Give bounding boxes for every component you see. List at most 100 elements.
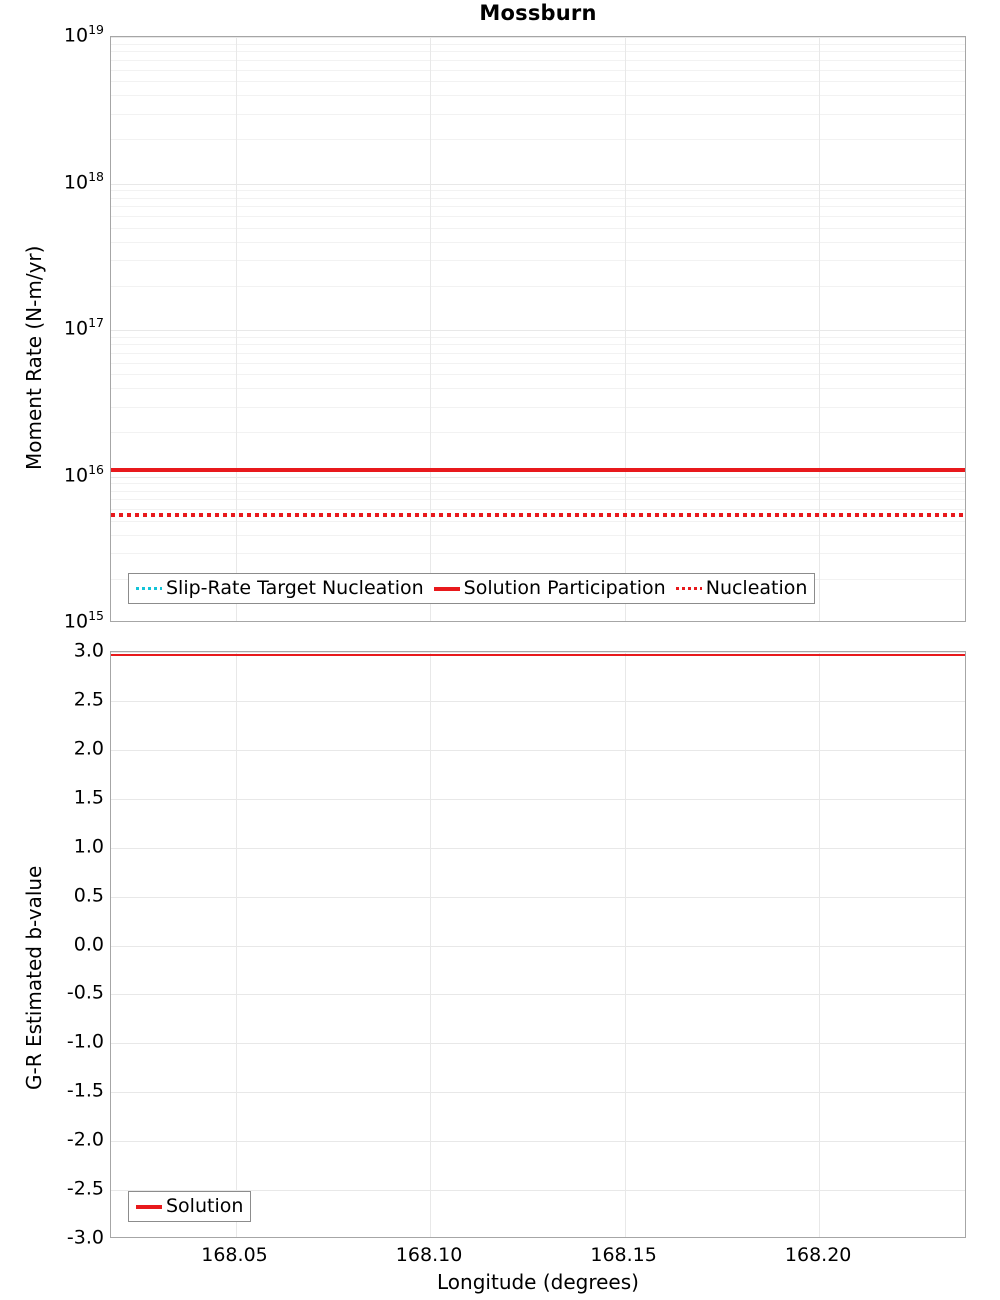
grid-line-major [111,700,965,702]
grid-line-major [111,37,965,38]
x-axis-label: Longitude (degrees) [437,1270,639,1294]
series-line-nucleation [111,512,965,517]
grid-line-minor [111,509,965,510]
series-line-solution [111,653,965,656]
grid-line-minor [111,285,965,287]
grid-line-major [111,749,965,751]
data-lines-top [111,37,965,621]
grid-line-major [111,1141,965,1143]
grid-line-major [111,330,965,331]
grid-line-major [111,183,965,185]
legend-label: Nucleation [705,577,808,599]
grid-line-minor [111,197,965,199]
series-line-slip-rate-target-nucleation [111,512,965,517]
grid-line-minor [111,190,965,192]
grid-line-minor [111,69,965,71]
y-tick-label: 1019 [63,22,104,47]
grid-line-vertical [624,37,626,621]
legend-entry[interactable]: Slip-Rate Target Nucleation [136,578,424,599]
legend-swatch-icon [136,1204,162,1209]
y-tick-label: 1015 [63,608,104,633]
grid-line-minor [111,139,965,141]
grid-line-minor [111,336,965,338]
grid-line-minor [111,51,965,53]
legend-entry[interactable]: Nucleation [675,577,808,599]
grid-line-minor [111,490,965,492]
legend-label: Solution [166,1195,244,1217]
legend-b-value[interactable]: Solution [128,1191,252,1222]
legend-swatch-icon [136,587,162,590]
y-axis-label-top: Moment Rate (N-m/yr) [22,245,46,470]
grid-line-minor [111,81,965,83]
grid-line-minor [111,362,965,364]
grid-line-minor [111,216,965,217]
grid-line-minor [111,241,965,243]
y-axis-label-bottom: G-R Estimated b-value [22,865,46,1090]
legend-moment-rate[interactable]: Slip-Rate Target Nucleation Solution Part… [128,573,816,604]
grid-line-major [111,896,965,898]
x-tick-label: 168.15 [590,1244,657,1266]
grid-line-minor [111,95,965,97]
y-tick-label: 0.5 [73,884,104,907]
x-tick-label: 168.20 [784,1244,852,1266]
x-tick-label: 168.05 [201,1244,268,1266]
y-tick-label: -1.0 [66,1030,104,1053]
grid-line-vertical [819,37,821,621]
grid-line-minor [111,227,965,229]
y-tick-label: 1016 [63,461,104,486]
legend-swatch-icon [433,586,460,591]
x-tick-label: 168.10 [395,1244,463,1266]
y-tick-label: -0.5 [66,981,104,1004]
grid-line-minor [111,534,965,536]
grid-line-minor [111,483,965,485]
legend-label: Solution Participation [463,577,666,599]
moment-rate-plot-area [110,36,966,622]
grid-line-minor [111,352,965,354]
grid-line-minor [111,113,965,115]
grid-line-major [111,652,965,653]
y-tick-label: -1.5 [66,1079,104,1102]
y-tick-label: -3.0 [66,1226,104,1249]
b-value-plot-area [110,651,966,1238]
grid-line-major [111,476,965,478]
page-title: Mossburn [479,1,597,25]
grid-line-major [111,1043,965,1045]
grid-line-minor [111,43,965,45]
grid-line-major [111,847,965,849]
grid-line-minor [111,260,965,262]
grid-lines-top [111,37,965,621]
grid-line-minor [111,499,965,501]
grid-line-vertical [430,37,432,621]
y-tick-label: 1.0 [73,835,104,858]
grid-line-vertical [235,652,237,1237]
y-tick-label: 1018 [63,168,104,193]
grid-line-major [111,1092,965,1094]
y-tick-label: 1.5 [73,786,104,809]
grid-line-minor [111,553,965,555]
grid-line-minor [111,374,965,376]
grid-line-vertical [235,37,237,621]
y-tick-label: 2.5 [73,688,104,711]
grid-line-minor [111,406,965,408]
legend-entry[interactable]: Solution [136,1196,243,1217]
grid-line-minor [111,388,965,390]
legend-entry[interactable]: Solution Participation [433,577,666,599]
y-axis-ticks-top: 1019 1018 1017 1016 1015 [0,23,104,631]
y-axis-ticks-bottom: 3.0 2.5 2.0 1.5 1.0 0.5 0.0 -0.5 -1.0 -1.5 -2.0 -2.… [0,641,104,1247]
grid-line-vertical [819,652,821,1237]
y-tick-label: 0.0 [73,933,104,955]
y-tick-label: 1017 [63,315,104,340]
grid-line-vertical [430,652,432,1237]
grid-line-minor [111,59,965,61]
legend-label: Slip-Rate Target Nucleation [166,577,424,599]
grid-line-minor [111,344,965,346]
grid-line-major [111,994,965,996]
y-tick-label: -2.0 [66,1128,104,1151]
grid-line-minor [111,432,965,434]
grid-line-vertical [624,652,626,1237]
grid-line-major [111,945,965,947]
grid-lines-bottom [111,652,965,1237]
legend-swatch-icon [675,587,702,590]
y-tick-label: 3.0 [73,639,104,662]
